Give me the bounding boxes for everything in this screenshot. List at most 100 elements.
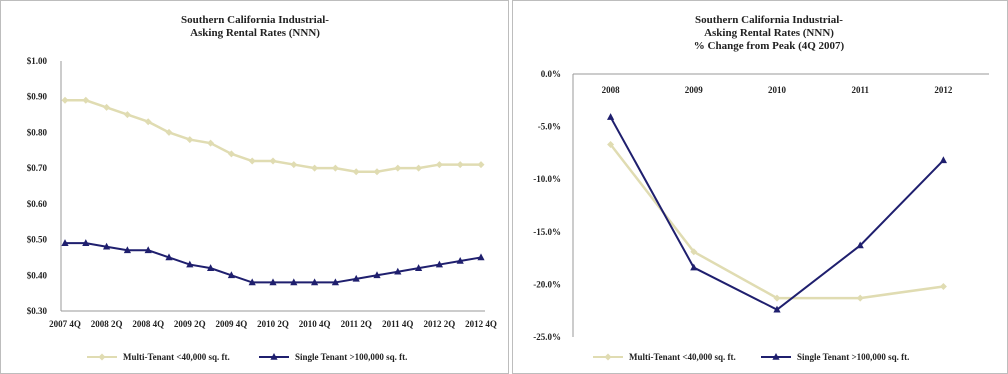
data-point (103, 242, 111, 250)
data-point (352, 274, 360, 282)
x-tick-label: 2011 2Q (341, 319, 372, 329)
data-point (269, 157, 277, 165)
data-point (607, 140, 615, 148)
data-point (939, 283, 947, 291)
data-point (248, 278, 256, 286)
legend-marker (604, 353, 612, 361)
data-point (394, 164, 402, 172)
data-point (144, 118, 152, 126)
legend-label: Single Tenant >100,000 sq. ft. (295, 352, 407, 362)
y-tick-label: $0.30 (27, 306, 48, 316)
data-point (123, 246, 131, 254)
data-point (690, 248, 698, 256)
x-tick-label: 2008 4Q (132, 319, 164, 329)
y-tick-label: $0.40 (27, 270, 48, 280)
chart-title: % Change from Peak (4Q 2007) (694, 40, 845, 52)
y-tick-label: $0.60 (27, 199, 48, 209)
x-tick-label: 2010 2Q (257, 319, 289, 329)
data-point (311, 164, 319, 172)
data-point (415, 264, 423, 271)
data-point (82, 239, 90, 246)
y-tick-label: -20.0% (533, 279, 561, 289)
data-point (61, 239, 69, 246)
data-point (331, 278, 339, 286)
legend-label: Single Tenant >100,000 sq. ft. (797, 352, 909, 362)
data-point (690, 263, 698, 271)
data-point (373, 271, 381, 279)
chart-title: Southern California Industrial- (181, 14, 329, 26)
chart-panel-rental-rates: Southern California Industrial- Asking Re… (0, 0, 509, 374)
data-point (248, 157, 256, 165)
data-point (207, 264, 215, 271)
data-point (607, 113, 615, 120)
data-point (61, 96, 69, 104)
data-point (352, 168, 360, 176)
legend-marker (270, 353, 278, 360)
x-tick-label: 2011 4Q (382, 319, 413, 329)
chart-title: Asking Rental Rates (NNN) (190, 27, 320, 39)
rental-rates-chart: Southern California Industrial-Asking Re… (27, 14, 497, 362)
data-point (773, 294, 781, 302)
x-tick-label: 2011 (851, 85, 869, 95)
legend-marker (98, 353, 106, 361)
data-point (82, 96, 90, 104)
y-tick-label: $0.70 (27, 163, 48, 173)
chart-panel-percent-change: Southern California Industrial- Asking Re… (512, 0, 1008, 374)
x-tick-label: 2008 (602, 85, 621, 95)
y-tick-label: -25.0% (533, 332, 561, 342)
x-tick-label: 2009 4Q (216, 319, 248, 329)
data-point (856, 294, 864, 302)
legend-marker (772, 353, 780, 360)
data-point (477, 253, 485, 261)
data-point (269, 278, 277, 286)
chart-title: Southern California Industrial- (695, 14, 843, 26)
data-point (435, 161, 443, 169)
x-tick-label: 2012 4Q (465, 319, 497, 329)
x-tick-label: 2007 4Q (49, 319, 81, 329)
data-point (939, 156, 947, 164)
x-tick-label: 2012 (934, 85, 953, 95)
x-tick-label: 2009 2Q (174, 319, 206, 329)
data-point (165, 128, 173, 136)
data-point (290, 278, 298, 286)
data-point (435, 260, 443, 268)
data-point (123, 111, 131, 119)
data-point (103, 103, 111, 111)
series-line (609, 143, 944, 300)
percent-change-chart: Southern California Industrial-Asking Re… (533, 14, 989, 362)
y-tick-label: $1.00 (27, 56, 48, 66)
data-point (477, 161, 485, 169)
chart-title: Asking Rental Rates (NNN) (704, 27, 834, 39)
data-point (456, 257, 464, 264)
data-point (290, 161, 298, 169)
data-point (373, 168, 381, 176)
y-tick-label: 0.0% (541, 69, 561, 79)
data-point (394, 267, 402, 275)
data-point (227, 150, 235, 158)
y-tick-label: $0.90 (27, 92, 48, 102)
data-point (331, 164, 339, 172)
y-tick-label: -15.0% (533, 227, 561, 237)
data-point (207, 139, 215, 147)
data-point (856, 241, 864, 249)
data-point (144, 246, 152, 254)
data-point (227, 271, 235, 279)
data-point (186, 136, 194, 144)
y-tick-label: -5.0% (538, 122, 561, 132)
y-tick-label: -10.0% (533, 174, 561, 184)
x-tick-label: 2009 (685, 85, 704, 95)
x-tick-label: 2010 (768, 85, 787, 95)
y-tick-label: $0.50 (27, 235, 48, 245)
data-point (773, 305, 781, 313)
legend-label: Multi-Tenant <40,000 sq. ft. (629, 352, 736, 362)
data-point (186, 260, 194, 268)
x-tick-label: 2010 4Q (299, 319, 331, 329)
x-tick-label: 2008 2Q (91, 319, 123, 329)
legend-label: Multi-Tenant <40,000 sq. ft. (123, 352, 230, 362)
x-tick-label: 2012 2Q (424, 319, 456, 329)
y-tick-label: $0.80 (27, 127, 48, 137)
data-point (415, 164, 423, 172)
data-point (311, 278, 319, 286)
series-line (609, 116, 945, 311)
data-point (456, 161, 464, 169)
